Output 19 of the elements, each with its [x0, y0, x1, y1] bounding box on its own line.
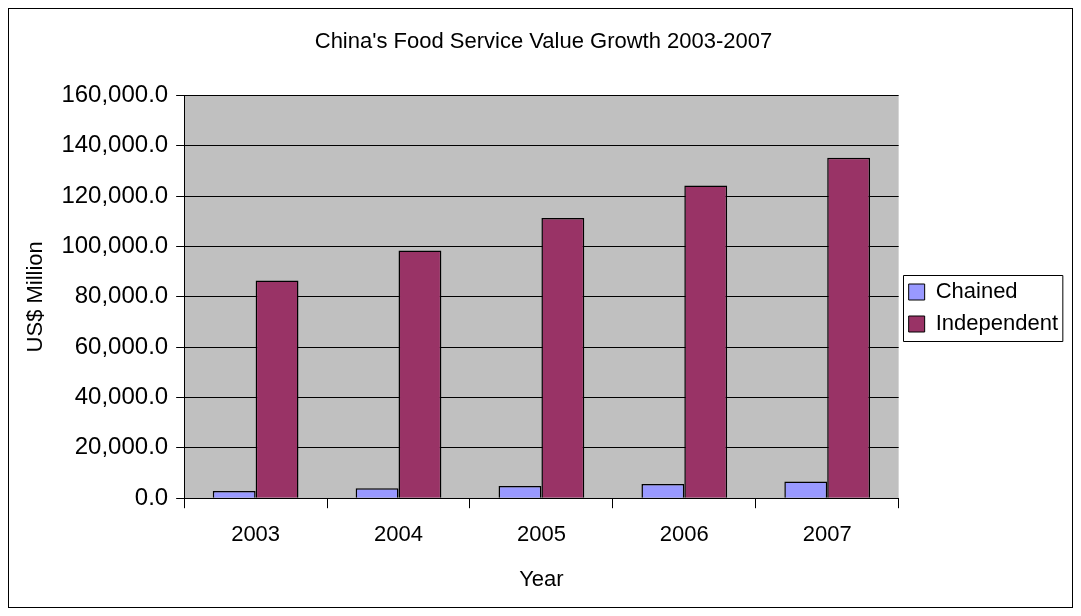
y-tick-label: 140,000.0 — [61, 130, 169, 158]
y-tick-label: 80,000.0 — [74, 281, 169, 309]
x-axis-title: Year — [519, 565, 564, 591]
y-tick-label: 60,000.0 — [74, 331, 169, 359]
y-tick-label: 120,000.0 — [61, 180, 169, 208]
y-tick-label: 40,000.0 — [74, 382, 169, 410]
chart-title: China's Food Service Value Growth 2003-2007 — [314, 28, 773, 54]
y-tick-label: 0.0 — [134, 482, 169, 510]
x-tick-label: 2005 — [516, 521, 566, 547]
x-tick-label: 2003 — [231, 521, 281, 547]
y-axis-title: US$ Million — [22, 241, 48, 353]
legend-label: Independent — [935, 310, 1058, 336]
legend-label: Chained — [935, 278, 1018, 304]
y-tick-label: 100,000.0 — [61, 231, 169, 259]
y-tick-label: 20,000.0 — [74, 432, 169, 460]
x-tick-label: 2007 — [802, 521, 852, 547]
y-tick-label: 160,000.0 — [61, 80, 169, 108]
x-tick-label: 2006 — [659, 521, 709, 547]
x-tick-label: 2004 — [374, 521, 423, 547]
